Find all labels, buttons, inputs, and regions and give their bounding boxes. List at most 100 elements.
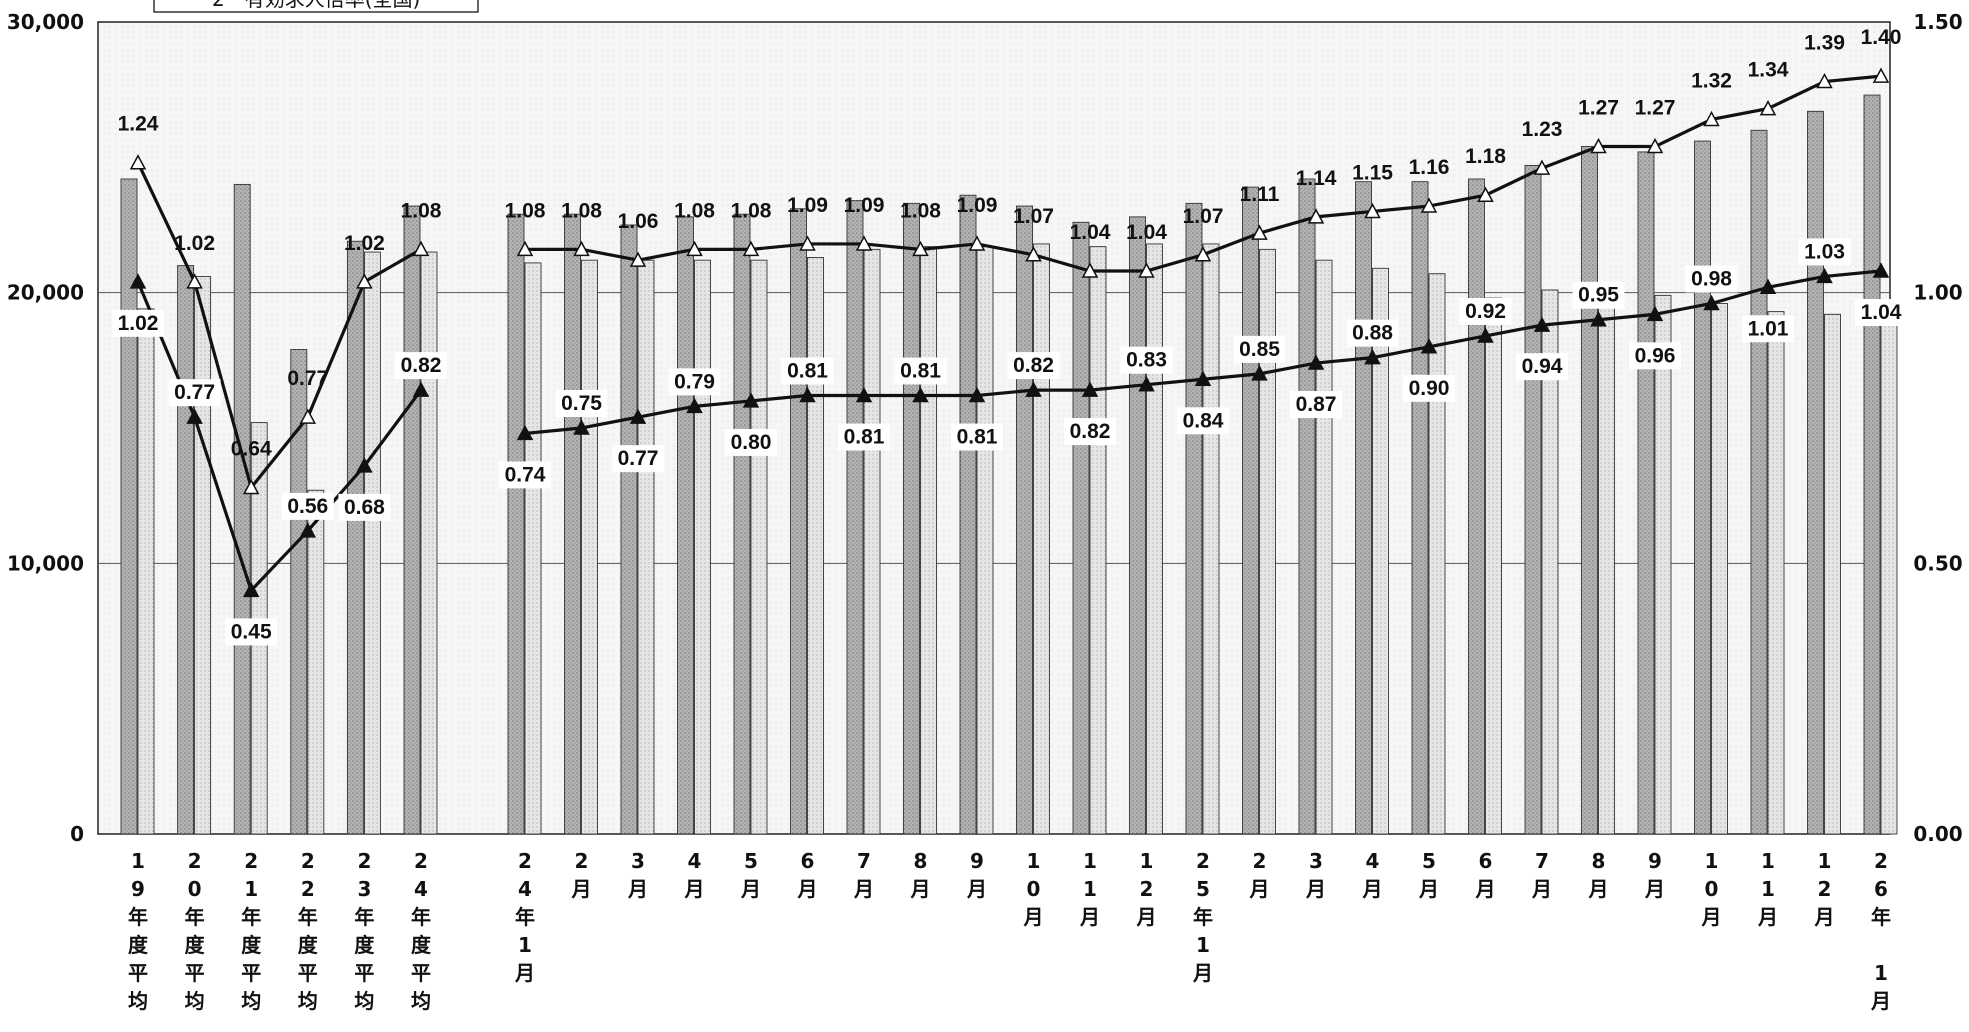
data-label: 0.74 [505, 463, 546, 486]
data-label-bg [499, 461, 551, 489]
category-label: 5 [1422, 849, 1436, 873]
data-label: 0.81 [900, 360, 941, 383]
data-label: 1.02 [118, 312, 159, 335]
data-label: 0.56 [287, 495, 328, 518]
data-label: 1.08 [561, 199, 602, 222]
line-marker [573, 419, 590, 435]
category-label: 3 [1309, 849, 1323, 873]
data-label-bg [1290, 391, 1342, 419]
bar-light [1767, 311, 1785, 835]
line-marker [1759, 278, 1777, 295]
right-axis-ticks: 0.00 0.50 1.00 1.50 [1913, 10, 1962, 846]
category-label: 2 [1253, 849, 1267, 873]
category-label: 1 [1196, 933, 1210, 957]
category-label: 平 [354, 961, 374, 985]
line-marker [1025, 246, 1042, 262]
bar-light [1711, 303, 1728, 835]
category-label: 4 [414, 877, 428, 901]
category-label: 月 [1644, 877, 1665, 901]
line-marker [1307, 354, 1325, 370]
data-label: 0.96 [1635, 344, 1676, 367]
line-marker [629, 251, 647, 267]
right-tick-label: 0.00 [1913, 822, 1962, 846]
category-label: 月 [1701, 905, 1722, 929]
data-label-bg [1177, 407, 1229, 435]
data-label: 1.39 [1804, 32, 1845, 55]
right-tick-label: 1.00 [1913, 281, 1962, 305]
data-label: 1.23 [1522, 118, 1563, 141]
bars [120, 94, 1898, 835]
category-label: 7 [857, 849, 871, 873]
bar-light [1089, 246, 1107, 835]
data-label: 1.09 [787, 194, 828, 217]
line-marker [1081, 381, 1099, 397]
category-label: 均 [411, 989, 431, 1013]
bar-light [920, 246, 937, 835]
bar-light [1202, 243, 1220, 835]
bar-light [1146, 243, 1163, 835]
bar-light [1033, 243, 1050, 835]
data-label: 1.15 [1352, 161, 1393, 184]
bar-light [1372, 267, 1389, 835]
category-label: 月 [684, 877, 705, 901]
category-label: 1 [131, 849, 145, 873]
data-label-bg [1007, 352, 1060, 380]
category-label: 月 [1531, 877, 1552, 901]
bar-light [524, 262, 542, 835]
line-marker [412, 381, 430, 397]
bar-dark [1468, 178, 1485, 835]
bar-dark [1863, 94, 1881, 835]
category-label: 4 [1366, 849, 1380, 873]
category-label: 1 [1083, 849, 1097, 873]
bar-light [863, 248, 881, 835]
data-label: 0.81 [957, 426, 998, 449]
bar-dark [790, 208, 807, 835]
line-marker [1533, 159, 1551, 175]
category-label: 月 [571, 877, 592, 901]
category-label: 年 [411, 905, 431, 929]
category-label: 1 [1818, 849, 1832, 873]
data-label-bg [725, 428, 777, 456]
bar-dark [1581, 146, 1598, 835]
line-marker [1420, 197, 1438, 213]
data-label-bg [1459, 297, 1512, 325]
bar-dark [1016, 205, 1033, 835]
line-marker [912, 386, 929, 403]
category-label: 6 [1479, 849, 1493, 873]
line-marker [1590, 137, 1607, 154]
data-label: 0.82 [1013, 354, 1054, 377]
category-label: 年 [1193, 905, 1213, 929]
bar-dark [1694, 140, 1711, 835]
bar-dark [1242, 186, 1259, 835]
line-marker [1138, 262, 1155, 278]
data-label: 1.09 [844, 194, 885, 217]
category-label: 月 [1475, 877, 1496, 901]
category-label: 2 [518, 849, 532, 873]
line-marker [1816, 267, 1833, 284]
category-label: 年 [128, 905, 148, 929]
line-marker [1251, 365, 1268, 381]
bar-dark [959, 194, 977, 835]
line-marker [299, 522, 317, 538]
line-marker [1872, 67, 1890, 83]
category-label: 1 [1761, 849, 1775, 873]
category-label: 9 [131, 877, 145, 901]
line-marker [129, 273, 147, 289]
line-marker [516, 424, 534, 441]
data-label-bg [1685, 265, 1738, 293]
bar-light [363, 251, 381, 835]
bar-dark [1072, 221, 1090, 835]
line-marker [1590, 311, 1607, 327]
line-marker [412, 240, 430, 257]
category-label: 年 [354, 905, 374, 929]
data-label: 1.32 [1691, 69, 1732, 92]
left-axis-ticks: 0 10,000 20,000 30,000 [7, 10, 84, 846]
category-label: 1 [518, 933, 532, 957]
bar-dark [233, 183, 251, 835]
data-label-bg [1629, 342, 1681, 370]
bar-light [420, 251, 438, 835]
line-marker [1138, 376, 1155, 392]
line-marker [855, 386, 873, 403]
category-label: 3 [631, 849, 645, 873]
